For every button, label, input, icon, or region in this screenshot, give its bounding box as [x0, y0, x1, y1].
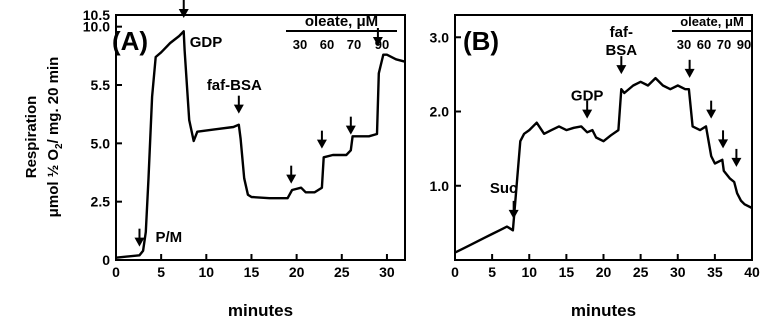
oleate-legend-value: 70 — [347, 37, 361, 52]
event-arrow-head — [345, 125, 356, 135]
x-axis-title: minutes — [571, 301, 636, 320]
y-tick-label: 5.0 — [91, 135, 111, 151]
y-axis-title-line2: μmol ½ O2/ mg. 20 min — [45, 57, 65, 218]
y-tick-label: 0 — [102, 252, 110, 268]
event-arrow-head — [508, 209, 519, 219]
x-axis-title: minutes — [228, 301, 293, 320]
event-arrow-head — [316, 139, 327, 149]
event-arrow-head — [372, 37, 383, 46]
x-tick-label: 10 — [199, 264, 215, 280]
oleate-legend-value: 30 — [293, 37, 307, 52]
x-tick-label: 5 — [488, 264, 496, 280]
event-arrow-head — [731, 157, 742, 167]
x-tick-label: 10 — [521, 264, 537, 280]
event-arrow-head — [718, 139, 729, 149]
plot-frame — [115, 14, 406, 261]
x-tick-label: 30 — [379, 264, 395, 280]
oleate-legend-value: 60 — [320, 37, 334, 52]
panel-b: 0 5 10 15 20 25 30 35 40 1.0 2.0 3.0 minutes (B) Suc GD… — [430, 14, 760, 320]
y-tick-label-top: 10.5 — [83, 7, 110, 23]
event-arrow-head — [616, 65, 627, 75]
event-arrow-head — [286, 174, 297, 184]
oleate-legend-value: 90 — [375, 37, 389, 52]
annotation-label: GDP — [571, 87, 604, 104]
annotation-label: GDP — [190, 34, 223, 51]
y-tick-label: 5.5 — [91, 77, 111, 93]
x-tick-label: 20 — [596, 264, 612, 280]
series-line — [115, 30, 406, 259]
x-tick-label: 30 — [670, 264, 686, 280]
oleate-legend-value: 90 — [737, 37, 751, 52]
x-tick-label: 15 — [559, 264, 575, 280]
x-tick-label: 40 — [744, 264, 760, 280]
panel-label: (A) — [112, 26, 148, 56]
x-tick-label: 0 — [451, 264, 459, 280]
event-arrow-head — [706, 109, 717, 119]
panel-a: 0 5 10 15 20 25 30 0 2.5 5.0 5.5 10.010.5 minutes (A)… — [83, 0, 406, 320]
event-arrow-head — [178, 9, 189, 18]
annotation-label: faf- — [610, 24, 633, 41]
y-tick-label: 2.5 — [91, 194, 111, 210]
oleate-legend: oleate, μM 30 60 70 90 — [672, 14, 752, 52]
event-arrow-head — [582, 109, 593, 119]
annotation-label: faf-BSA — [207, 77, 262, 94]
oleate-legend: oleate, μM 30 60 70 90 — [286, 13, 397, 52]
oleate-legend-value: 30 — [677, 37, 691, 52]
oleate-legend-value: 70 — [717, 37, 731, 52]
event-arrow-head — [233, 104, 244, 114]
y-tick-label: 1.0 — [430, 178, 450, 194]
y-tick-label: 3.0 — [430, 29, 450, 45]
y-tick-label: 10.0 — [83, 19, 110, 35]
x-tick-label: 5 — [157, 264, 165, 280]
y-axis-title: Respiration μmol ½ O2/ mg. 20 min — [23, 57, 65, 218]
event-arrow-head — [684, 68, 695, 78]
annotation-label: BSA — [605, 42, 637, 59]
oleate-legend-title: oleate, μM — [305, 13, 378, 30]
y-tick-label: 2.0 — [430, 104, 450, 120]
annotation-label: Suc — [490, 180, 518, 197]
series-line — [454, 76, 753, 254]
x-tick-label: 0 — [112, 264, 120, 280]
oleate-legend-value: 60 — [697, 37, 711, 52]
y-axis-title-line1: Respiration — [23, 96, 40, 179]
x-tick-label: 25 — [334, 264, 350, 280]
panel-label: (B) — [463, 26, 499, 56]
x-tick-label: 35 — [707, 264, 723, 280]
oleate-legend-title: oleate, μM — [680, 14, 744, 29]
x-tick-label: 25 — [633, 264, 649, 280]
x-tick-label: 15 — [244, 264, 260, 280]
x-tick-label: 20 — [289, 264, 305, 280]
annotation-label: P/M — [155, 229, 182, 246]
event-arrow-head — [134, 237, 145, 247]
